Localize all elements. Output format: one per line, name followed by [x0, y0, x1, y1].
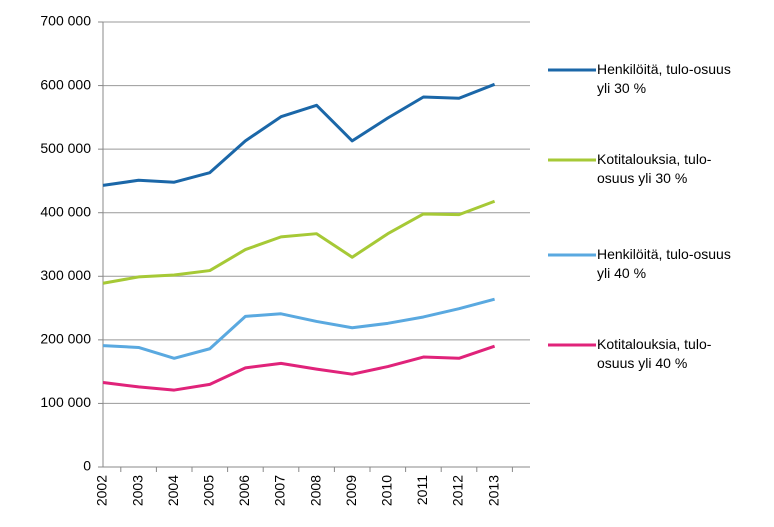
y-tick-label: 100 000 [40, 394, 91, 410]
x-tick-label: 2002 [94, 475, 110, 506]
legend-label: Kotitalouksia, tulo-osuus yli 40 % [597, 336, 712, 371]
y-tick-label: 0 [83, 458, 91, 474]
x-tick-label: 2012 [450, 475, 466, 506]
series-line [102, 297, 495, 360]
legend-label: Kotitalouksia, tulo-osuus yli 30 % [597, 151, 712, 186]
x-tick-label: 2003 [129, 475, 145, 506]
series-line [102, 82, 496, 187]
legend-label: Henkilöitä, tulo-osuus yli 30 % [597, 61, 731, 96]
y-tick-label: 700 000 [40, 13, 91, 29]
y-tick-label: 600 000 [40, 76, 91, 92]
x-tick-label: 2011 [414, 475, 430, 505]
x-tick-label: 2006 [236, 475, 252, 506]
series-line [102, 199, 496, 285]
y-tick-label: 200 000 [40, 331, 91, 347]
x-tick-label: 2013 [485, 475, 501, 506]
x-tick-label: 2010 [379, 475, 395, 506]
x-tick-label: 2009 [343, 475, 359, 506]
series-line [102, 344, 496, 392]
x-tick-label: 2004 [165, 475, 181, 506]
x-tick-label: 2007 [272, 475, 288, 506]
x-tick-label: 2005 [201, 475, 217, 506]
x-tick-label: 2008 [307, 475, 323, 506]
y-tick-label: 300 000 [40, 267, 91, 283]
y-tick-label: 400 000 [40, 203, 91, 219]
y-tick-label: 500 000 [40, 140, 91, 156]
legend-label: Henkilöitä, tulo-osuus yli 40 % [597, 246, 731, 281]
